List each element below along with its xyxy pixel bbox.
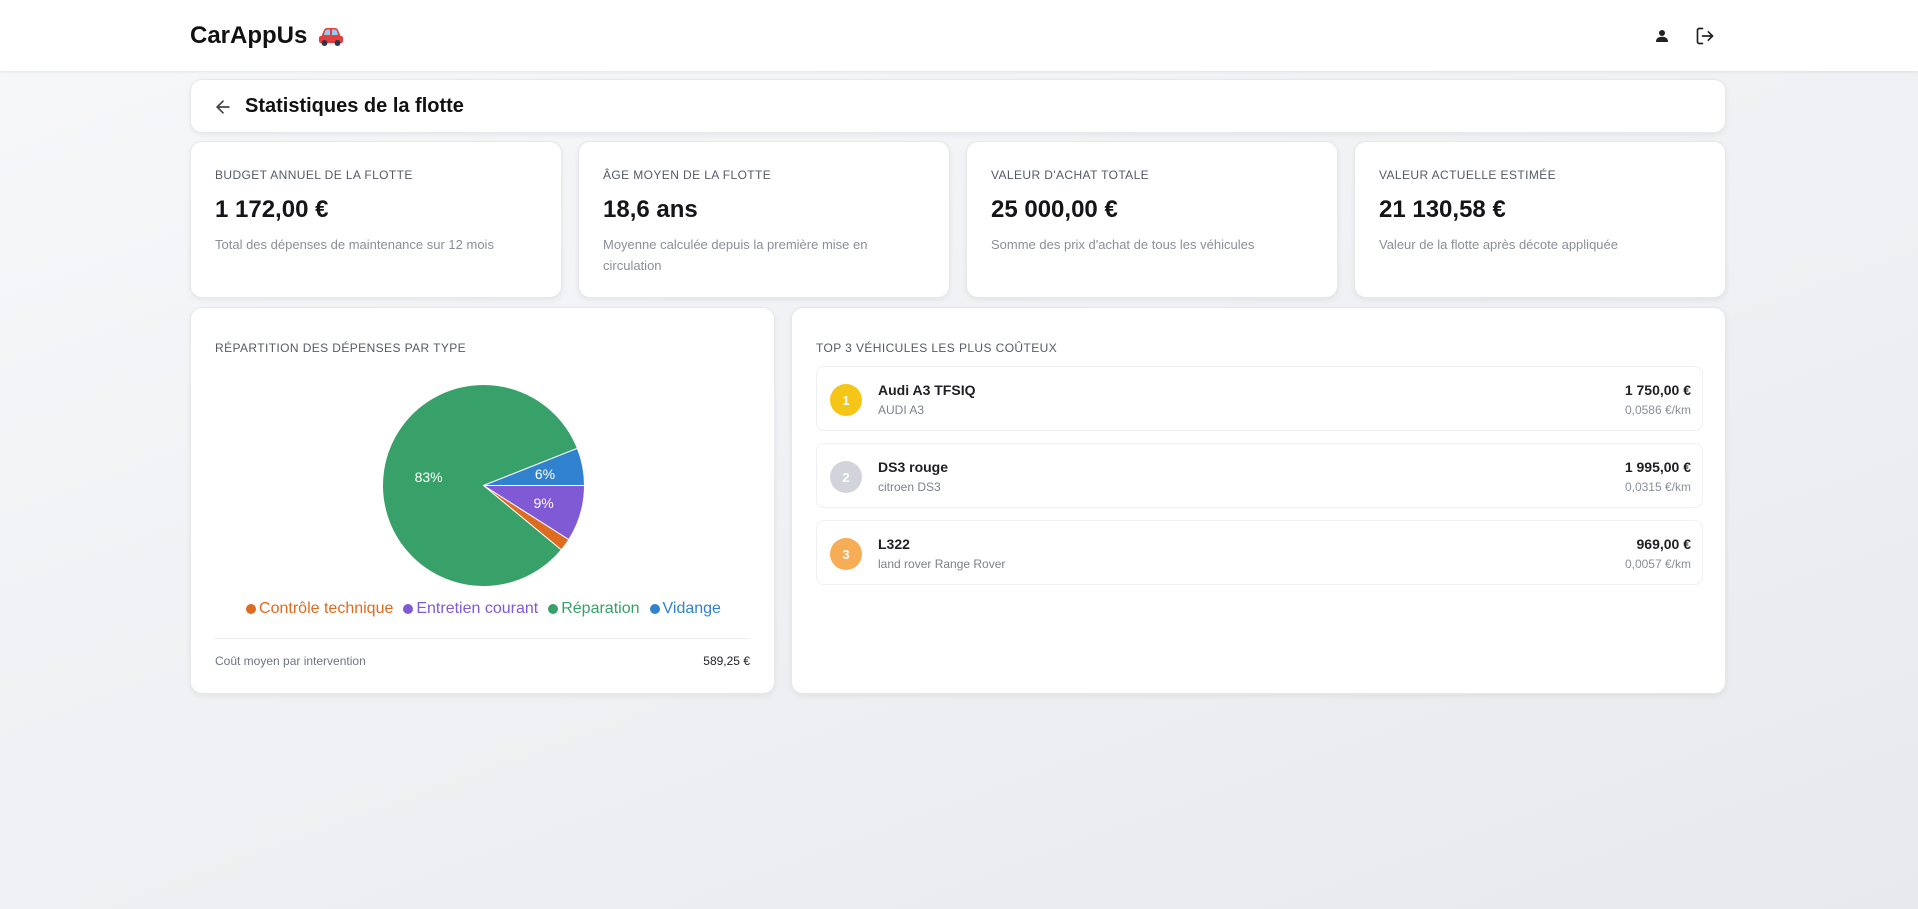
legend-dot bbox=[548, 604, 559, 614]
vehicle-cost-per-km: 0,0315 €/km bbox=[1624, 480, 1691, 494]
page-header-card: Statistiques de la flotte bbox=[190, 79, 1726, 133]
kpi-description: Total des dépenses de maintenance sur 12… bbox=[215, 237, 494, 252]
legend-dot bbox=[403, 604, 414, 614]
rank-badge: 2 bbox=[830, 461, 862, 493]
user-glyph bbox=[1656, 30, 1668, 42]
user-icon[interactable] bbox=[1650, 24, 1674, 48]
legend-item-controle-technique[interactable]: Contrôle technique bbox=[246, 600, 393, 618]
car-icon bbox=[319, 28, 344, 46]
logout-glyph bbox=[1696, 27, 1714, 45]
kpi-value: 18,6 ans bbox=[603, 196, 698, 223]
kpi-value: 25 000,00 € bbox=[991, 196, 1118, 223]
rank-badge: 3 bbox=[830, 538, 862, 570]
legend-dot bbox=[246, 604, 257, 614]
pie-label-entretien-courant: 9% bbox=[534, 495, 554, 511]
legend-label: Réparation bbox=[561, 600, 640, 617]
legend-label: Contrôle technique bbox=[259, 600, 394, 617]
avg-cost-value: 589,25 € bbox=[703, 654, 750, 668]
brand[interactable]: CarAppUs bbox=[190, 22, 345, 50]
brand-name: CarAppUs bbox=[190, 22, 308, 49]
vehicle-cost-per-km: 0,0057 €/km bbox=[1624, 557, 1691, 571]
kpi-card-age: ÂGE MOYEN DE LA FLOTTE 18,6 ans Moyenne … bbox=[578, 141, 950, 298]
legend-label: Entretien courant bbox=[416, 600, 539, 617]
chart-title: RÉPARTITION DES DÉPENSES PAR TYPE bbox=[215, 341, 467, 355]
kpi-description: Valeur de la flotte après décote appliqu… bbox=[1379, 237, 1618, 252]
expenses-chart-card: RÉPARTITION DES DÉPENSES PAR TYPE 9% 83% 6… bbox=[190, 307, 775, 694]
pie-label-reparation: 83% bbox=[415, 469, 443, 485]
kpi-card-current-value: VALEUR ACTUELLE ESTIMÉE 21 130,58 € Vale… bbox=[1354, 141, 1726, 298]
pie-slice-vidange[interactable] bbox=[483, 447, 586, 486]
pie-label-vidange: 6% bbox=[535, 466, 555, 482]
legend-label: Vidange bbox=[662, 600, 721, 617]
top-bar: CarAppUs bbox=[0, 0, 1918, 71]
arrow-left-icon bbox=[216, 100, 230, 114]
vehicle-row[interactable]: 2 DS3 rouge citroen DS3 1 995,00 € 0,031… bbox=[816, 443, 1703, 508]
vehicle-row[interactable]: 1 Audi A3 TFSIQ AUDI A3 1 750,00 € 0,058… bbox=[816, 366, 1703, 431]
legend-item-entretien-courant[interactable]: Entretien courant bbox=[403, 600, 538, 618]
vehicle-model: land rover Range Rover bbox=[878, 557, 1006, 571]
back-button[interactable] bbox=[211, 95, 235, 119]
vehicle-name: DS3 rouge bbox=[878, 459, 949, 475]
logout-icon[interactable] bbox=[1693, 24, 1717, 48]
vehicle-cost: 1 750,00 € bbox=[1624, 382, 1691, 398]
kpi-label: VALEUR D'ACHAT TOTALE bbox=[991, 168, 1150, 182]
kpi-value: 1 172,00 € bbox=[215, 196, 329, 223]
vehicle-model: citroen DS3 bbox=[878, 480, 941, 494]
legend-item-reparation[interactable]: Réparation bbox=[548, 600, 640, 618]
vehicle-name: L322 bbox=[878, 536, 910, 552]
vehicle-cost: 1 995,00 € bbox=[1624, 459, 1691, 475]
avg-cost-label: Coût moyen par intervention bbox=[215, 654, 366, 668]
divider bbox=[215, 638, 750, 639]
vehicle-cost: 969,00 € bbox=[1636, 536, 1692, 552]
pie-chart: 9% 83% 6% bbox=[382, 384, 586, 587]
legend-item-vidange[interactable]: Vidange bbox=[649, 600, 721, 618]
top-vehicles-card: TOP 3 VÉHICULES LES PLUS COÛTEUX 1 Audi … bbox=[791, 307, 1726, 694]
chart-legend: Contrôle technique Entretien courant Répar… bbox=[191, 600, 776, 618]
kpi-card-budget: BUDGET ANNUEL DE LA FLOTTE 1 172,00 € To… bbox=[190, 141, 562, 298]
kpi-card-purchase-value: VALEUR D'ACHAT TOTALE 25 000,00 € Somme … bbox=[966, 141, 1338, 298]
legend-dot bbox=[649, 604, 660, 614]
kpi-description: Moyenne calculée depuis la première mise… bbox=[603, 237, 868, 273]
vehicle-cost-per-km: 0,0586 €/km bbox=[1624, 403, 1691, 417]
kpi-description: Somme des prix d'achat de tous les véhic… bbox=[991, 237, 1255, 252]
page-title: Statistiques de la flotte bbox=[245, 95, 464, 117]
vehicle-name: Audi A3 TFSIQ bbox=[878, 382, 976, 398]
rank-badge: 1 bbox=[830, 384, 862, 416]
vehicle-model: AUDI A3 bbox=[878, 403, 925, 417]
pie-slice-reparation[interactable] bbox=[382, 384, 579, 587]
top-vehicles-title: TOP 3 VÉHICULES LES PLUS COÛTEUX bbox=[816, 341, 1058, 355]
kpi-label: VALEUR ACTUELLE ESTIMÉE bbox=[1379, 168, 1557, 182]
kpi-label: ÂGE MOYEN DE LA FLOTTE bbox=[603, 168, 772, 182]
vehicle-row[interactable]: 3 L322 land rover Range Rover 969,00 € 0… bbox=[816, 520, 1703, 585]
kpi-label: BUDGET ANNUEL DE LA FLOTTE bbox=[215, 168, 413, 182]
kpi-value: 21 130,58 € bbox=[1379, 196, 1506, 223]
